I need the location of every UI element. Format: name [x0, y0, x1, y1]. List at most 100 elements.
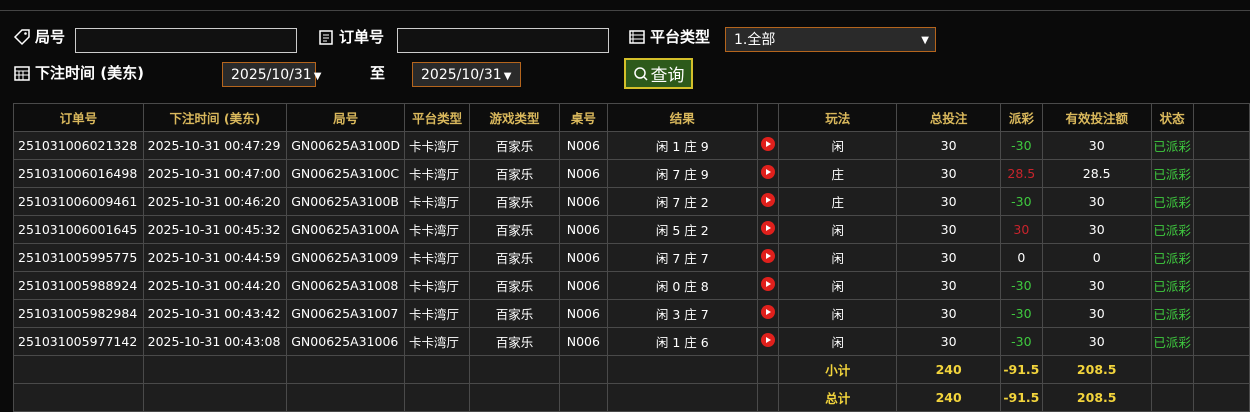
bet-table: 订单号 下注时间 (美东) 局号 平台类型 游戏类型 桌号 结果 玩法 总投注 派彩 有效投注额 状态…: [13, 103, 1250, 412]
date-from[interactable]: 2025/10/31: [222, 62, 316, 87]
play-icon[interactable]: [760, 333, 775, 347]
cell: [558, 383, 608, 412]
cell: N006: [558, 159, 608, 188]
data-row: 251031006021328 2025-10-31 00:47:29 GN0062…: [13, 131, 1250, 160]
round-input[interactable]: [75, 28, 297, 53]
cell: [1192, 327, 1250, 356]
play-icon[interactable]: [760, 137, 775, 151]
summary-cell: 小计: [778, 355, 898, 384]
cell: 已派彩: [1150, 243, 1194, 272]
cell: 卡卡湾厅: [403, 131, 471, 160]
cell: 28.5: [1041, 159, 1152, 188]
cell: 已派彩: [1150, 131, 1194, 160]
label-text: 订单号: [339, 28, 385, 46]
cell: 闲 1 庄 6: [606, 327, 758, 356]
data-row: 251031006016498 2025-10-31 00:47:00 GN0062…: [13, 159, 1250, 188]
data-row: 251031005988924 2025-10-31 00:44:20 GN0062…: [13, 271, 1250, 300]
cell: 卡卡湾厅: [403, 159, 471, 188]
play-icon[interactable]: [760, 277, 775, 291]
header-cell: 结果: [606, 103, 758, 132]
cell: N006: [558, 131, 608, 160]
cell: [286, 355, 405, 384]
cell: 百家乐: [469, 243, 560, 272]
header-cell: 订单号: [13, 103, 144, 132]
label-text: 局号: [35, 28, 66, 46]
cell: GN00625A3100A: [286, 215, 405, 244]
cell: 庄: [778, 159, 898, 188]
cell: 庄: [778, 187, 898, 216]
cell: [1192, 159, 1250, 188]
header-cell: 有效投注额: [1041, 103, 1152, 132]
cell: 30: [1041, 327, 1152, 356]
cell: 闲 7 庄 7: [606, 243, 758, 272]
header-cell: 总投注: [896, 103, 1001, 132]
cell: 2025-10-31 00:45:32: [142, 215, 288, 244]
cell: [13, 383, 144, 412]
cell: [13, 355, 144, 384]
label-text: 平台类型: [650, 28, 711, 46]
cell: GN00625A31007: [286, 299, 405, 328]
date-to[interactable]: 2025/10/31: [412, 62, 521, 87]
summary-cell: 208.5: [1041, 383, 1152, 412]
cell: 闲: [778, 131, 898, 160]
cell: 0: [1041, 243, 1152, 272]
cell: N006: [558, 271, 608, 300]
order-input[interactable]: [397, 28, 609, 53]
cell: 闲: [778, 215, 898, 244]
play-icon[interactable]: [760, 165, 775, 179]
query-button[interactable]: 查询: [624, 58, 693, 89]
play-icon[interactable]: [760, 221, 775, 235]
order-label: 订单号: [317, 26, 384, 47]
platform-label: 平台类型: [628, 26, 710, 47]
cell: 2025-10-31 00:43:08: [142, 327, 288, 356]
cell: 百家乐: [469, 327, 560, 356]
cell: N006: [558, 187, 608, 216]
cell: 251031006016498: [13, 159, 144, 188]
header-cell: [1192, 103, 1250, 132]
cell: 30: [1000, 215, 1043, 244]
data-row: 251031005977142 2025-10-31 00:43:08 GN0062…: [13, 327, 1250, 356]
cell: [756, 383, 780, 412]
header-cell: 下注时间 (美东): [142, 103, 288, 132]
cell: 251031005977142: [13, 327, 144, 356]
cell: [1150, 355, 1194, 384]
cell: 百家乐: [469, 215, 560, 244]
cell: 闲 3 庄 7: [606, 299, 758, 328]
cell: 闲 7 庄 9: [606, 159, 758, 188]
play-icon[interactable]: [760, 305, 775, 319]
cell: [756, 355, 780, 384]
cell: 251031006009461: [13, 187, 144, 216]
cell: 30: [896, 131, 1001, 160]
cell: GN00625A3100C: [286, 159, 405, 188]
cell: N006: [558, 299, 608, 328]
header-cell: 局号: [286, 103, 405, 132]
icon-cell: [756, 215, 780, 244]
cell: 卡卡湾厅: [403, 299, 471, 328]
play-icon[interactable]: [760, 249, 775, 263]
time-label: 下注时间 (美东): [13, 62, 144, 83]
cell: 30: [896, 327, 1001, 356]
data-row: 251031005995775 2025-10-31 00:44:59 GN0062…: [13, 243, 1250, 272]
play-icon[interactable]: [760, 193, 775, 207]
icon-cell: [756, 271, 780, 300]
summary-cell: 240: [896, 355, 1001, 384]
cell: 30: [1041, 271, 1152, 300]
cell: [469, 383, 560, 412]
cell: 卡卡湾厅: [403, 327, 471, 356]
cell: [142, 383, 288, 412]
cell: 已派彩: [1150, 327, 1194, 356]
cell: [1192, 355, 1250, 384]
cell: N006: [558, 327, 608, 356]
cell: 30: [1041, 187, 1152, 216]
label-text: 至: [370, 64, 386, 82]
header-cell: [756, 103, 780, 132]
cell: [1192, 215, 1250, 244]
cell: 2025-10-31 00:44:59: [142, 243, 288, 272]
cell: 2025-10-31 00:47:00: [142, 159, 288, 188]
cell: 30: [1041, 131, 1152, 160]
cell: GN00625A3100D: [286, 131, 405, 160]
cell: [1192, 271, 1250, 300]
cell: 闲 1 庄 9: [606, 131, 758, 160]
platform-select[interactable]: 1.全部: [725, 27, 936, 53]
